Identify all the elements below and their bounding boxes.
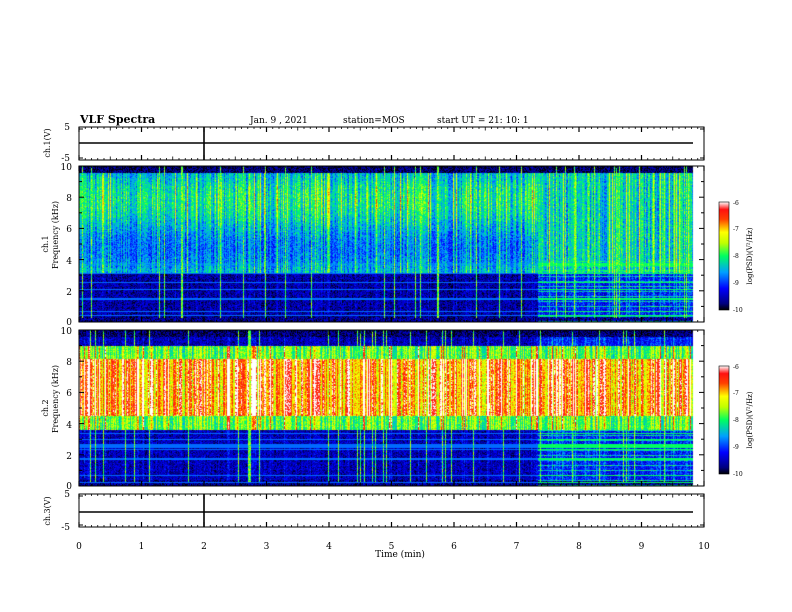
ch1-spectrogram-image <box>79 166 704 322</box>
ch3-waveform-ytick-top: 5 <box>64 490 70 500</box>
ch2-ytick-6: 6 <box>66 389 72 399</box>
ch1-ytick-4: 4 <box>66 257 72 267</box>
x-tick-label: 0 <box>76 542 82 552</box>
ch1-spectrogram-image-holder <box>79 166 704 322</box>
ch1-colorbar-tick-m9: -9 <box>733 280 739 287</box>
figure-title: VLF Spectra <box>79 113 155 126</box>
ch1-ytick-2: 2 <box>66 288 72 298</box>
x-tick-label: 3 <box>264 542 270 552</box>
ch1-colorbar: -6 -7 -8 -9 -10 log(PSD)(V²/Hz) <box>718 200 754 314</box>
x-tick-label: 5 <box>389 542 395 552</box>
ch2-spectrogram-image-holder <box>79 330 704 486</box>
ch2-colorbar-tick-m6: -6 <box>733 364 739 371</box>
date-label: Jan. 9 , 2021 <box>249 116 308 126</box>
ch2-ytick-0: 0 <box>66 482 72 492</box>
x-tick-label: 1 <box>139 542 145 552</box>
ch1-colorbar-tick-m8: -8 <box>733 253 739 260</box>
ch2-colorbar-tick-m7: -7 <box>733 390 739 397</box>
ch2-spectrogram-image <box>79 330 704 486</box>
ch2-colorbar-tick-m10: -10 <box>733 471 743 478</box>
ch2-ytick-8: 8 <box>66 358 72 368</box>
ch2-frequency-ylabel: Frequency (kHz) <box>51 365 60 433</box>
ch1-waveform-ytick-top: 5 <box>64 123 70 133</box>
x-tick-label: 6 <box>451 542 457 552</box>
ch1-colorbar-scale <box>718 201 730 311</box>
x-tick-label: 8 <box>576 542 582 552</box>
ch2-colorbar: -6 -7 -8 -9 -10 log(PSD)(V²/Hz) <box>718 364 754 478</box>
axis-tick-marks <box>78 127 705 527</box>
x-tick-label: 10 <box>698 542 710 552</box>
ch1-ytick-0: 0 <box>66 318 72 328</box>
ch1-colorbar-tick-m7: -7 <box>733 226 739 233</box>
ch2-colorbar-label: log(PSD)(V²/Hz) <box>746 391 754 448</box>
x-axis-label: Time (min) <box>375 549 425 560</box>
ch2-ytick-4: 4 <box>66 421 72 431</box>
ch2-colorbar-tick-m9: -9 <box>733 444 739 451</box>
ch1-frequency-ylabel: Frequency (kHz) <box>51 201 60 269</box>
x-tick-label: 2 <box>201 542 207 552</box>
ch1-waveform-panel: 5 -5 ch.1(V) <box>43 123 705 164</box>
ch2-colorbar-tick-m8: -8 <box>733 417 739 424</box>
x-tick-label: 4 <box>326 542 332 552</box>
ch3-waveform-ylabel: ch.3(V) <box>43 496 52 525</box>
ch1-colorbar-tick-m6: -6 <box>733 200 739 207</box>
ch2-spectrogram-ylabel: ch.2 <box>41 399 50 416</box>
x-tick-labels: 0 1 2 3 4 5 6 7 8 9 10 <box>76 542 710 552</box>
ch1-waveform-ytick-bottom: -5 <box>61 154 70 164</box>
ch1-spectrogram-panel: 10 8 6 4 2 0 ch.1 Frequency (kHz) <box>41 163 705 328</box>
ch1-waveform-ylabel: ch.1(V) <box>43 128 52 157</box>
ch2-spectrogram-panel: 10 8 6 4 2 0 ch.2 Frequency (kHz) <box>41 327 705 492</box>
ch3-waveform-ytick-bottom: -5 <box>61 523 70 533</box>
ch2-colorbar-scale <box>718 365 730 475</box>
ch1-ytick-10: 10 <box>61 163 73 173</box>
ch1-spectrogram-ylabel: ch.1 <box>41 235 50 252</box>
ch3-waveform-panel: 5 -5 ch.3(V) <box>43 490 705 533</box>
ch1-ytick-8: 8 <box>66 194 72 204</box>
ch1-colorbar-label: log(PSD)(V²/Hz) <box>746 227 754 284</box>
ch2-ytick-2: 2 <box>66 452 72 462</box>
ch1-ytick-6: 6 <box>66 225 72 235</box>
ch2-ytick-10: 10 <box>61 327 73 337</box>
start-time-label: start UT = 21: 10: 1 <box>437 116 529 126</box>
ch1-colorbar-tick-m10: -10 <box>733 307 743 314</box>
ch3-waveform-frame <box>78 493 705 528</box>
x-tick-label: 7 <box>514 542 520 552</box>
x-tick-label: 9 <box>639 542 645 552</box>
station-label: station=MOS <box>343 116 405 126</box>
